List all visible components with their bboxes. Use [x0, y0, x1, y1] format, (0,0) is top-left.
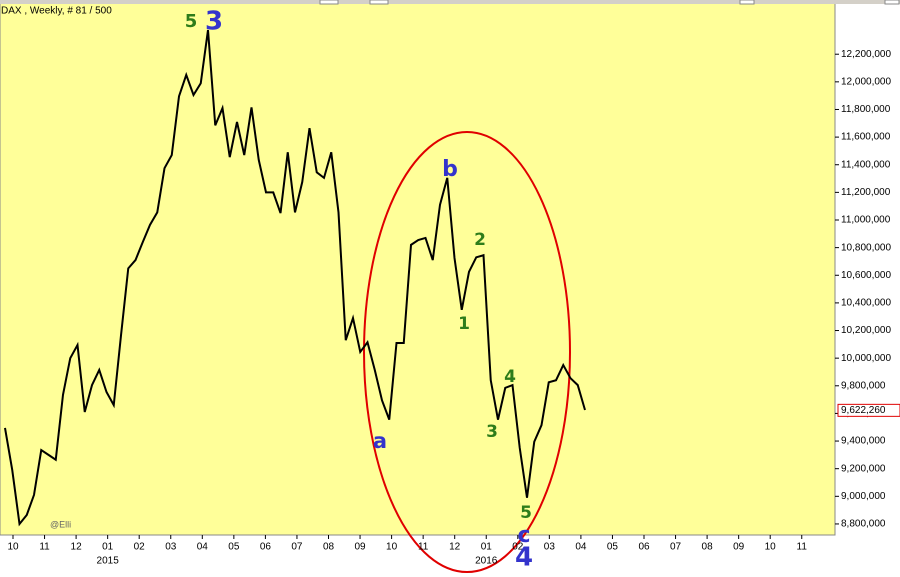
wave-label: 1 — [458, 314, 470, 334]
x-tick-label: 11 — [797, 542, 808, 553]
wave-label: 4 — [515, 543, 533, 573]
x-tick-label: 04 — [575, 542, 587, 553]
wave-label: 4 — [504, 367, 516, 387]
x-tick-label: 11 — [39, 542, 50, 553]
x-tick-label: 10 — [765, 542, 777, 553]
toolbar-button[interactable] — [369, 0, 389, 5]
chart-title: DAX , Weekly, # 81 / 500 — [1, 6, 112, 17]
x-tick-label: 03 — [544, 542, 556, 553]
x-tick-label: 04 — [197, 542, 209, 553]
highlight-ellipse — [363, 131, 571, 573]
y-tick-label: 9,000,000 — [841, 491, 886, 502]
y-tick-label: 8,800,000 — [841, 519, 886, 530]
y-tick-label: 10,000,000 — [841, 353, 891, 364]
y-tick-label: 10,400,000 — [841, 298, 891, 309]
wave-label: b — [442, 157, 458, 182]
wave-label: 2 — [474, 230, 486, 250]
y-tick-label: 11,600,000 — [841, 132, 891, 143]
y-tick-label: 11,800,000 — [841, 104, 891, 115]
x-tick-label: 03 — [165, 542, 177, 553]
toolbar — [0, 0, 900, 4]
y-tick-label: 9,800,000 — [841, 380, 886, 391]
y-tick-label: 9,400,000 — [841, 436, 886, 447]
x-tick-label: 02 — [134, 542, 146, 553]
x-tick-label: 01 — [481, 542, 493, 553]
wave-label: 5 — [185, 11, 198, 32]
x-tick-label: 11 — [418, 542, 429, 553]
y-tick-label: 10,600,000 — [841, 270, 891, 281]
x-tick-label: 06 — [260, 542, 272, 553]
current-price-box — [837, 403, 900, 417]
wave-label: 3 — [486, 422, 498, 442]
price-line — [4, 29, 586, 527]
y-tick-label: 9,200,000 — [841, 463, 886, 474]
x-tick-label: 09 — [733, 542, 745, 553]
x-tick-label: 08 — [702, 542, 714, 553]
toolbar-button[interactable] — [884, 0, 900, 5]
y-tick-label: 12,200,000 — [841, 49, 891, 60]
plot-area — [0, 0, 836, 536]
x-tick-label: 10 — [7, 542, 19, 553]
current-price-label: 9,622,260 — [841, 405, 886, 416]
x-tick-label: 12 — [71, 542, 83, 553]
x-tick-label: 10 — [386, 542, 398, 553]
x-tick-label: 09 — [354, 542, 366, 553]
x-year-label: 2015 — [97, 556, 120, 567]
x-tick-label: 02 — [512, 542, 524, 553]
x-tick-label: 08 — [323, 542, 335, 553]
x-tick-label: 05 — [607, 542, 619, 553]
wave-label: 5 — [520, 503, 532, 523]
wave-label: 3 — [205, 7, 223, 37]
x-tick-label: 07 — [291, 542, 303, 553]
wave-label: a — [373, 429, 387, 453]
y-tick-label: 11,400,000 — [841, 159, 891, 170]
y-tick-label: 10,200,000 — [841, 325, 891, 336]
y-tick-label: 11,200,000 — [841, 187, 891, 198]
x-tick-label: 06 — [638, 542, 650, 553]
x-year-label: 2016 — [475, 556, 498, 567]
y-tick-label: 10,800,000 — [841, 242, 891, 253]
x-tick-label: 01 — [102, 542, 114, 553]
x-tick-label: 05 — [228, 542, 240, 553]
toolbar-button[interactable] — [319, 0, 339, 5]
wave-label: c — [517, 523, 530, 548]
x-tick-label: 07 — [670, 542, 682, 553]
toolbar-button[interactable] — [739, 0, 755, 5]
x-tick-label: 12 — [449, 542, 461, 553]
y-tick-label: 12,000,000 — [841, 76, 891, 87]
watermark: @Elli — [50, 519, 71, 529]
y-tick-label: 11,000,000 — [841, 215, 891, 226]
